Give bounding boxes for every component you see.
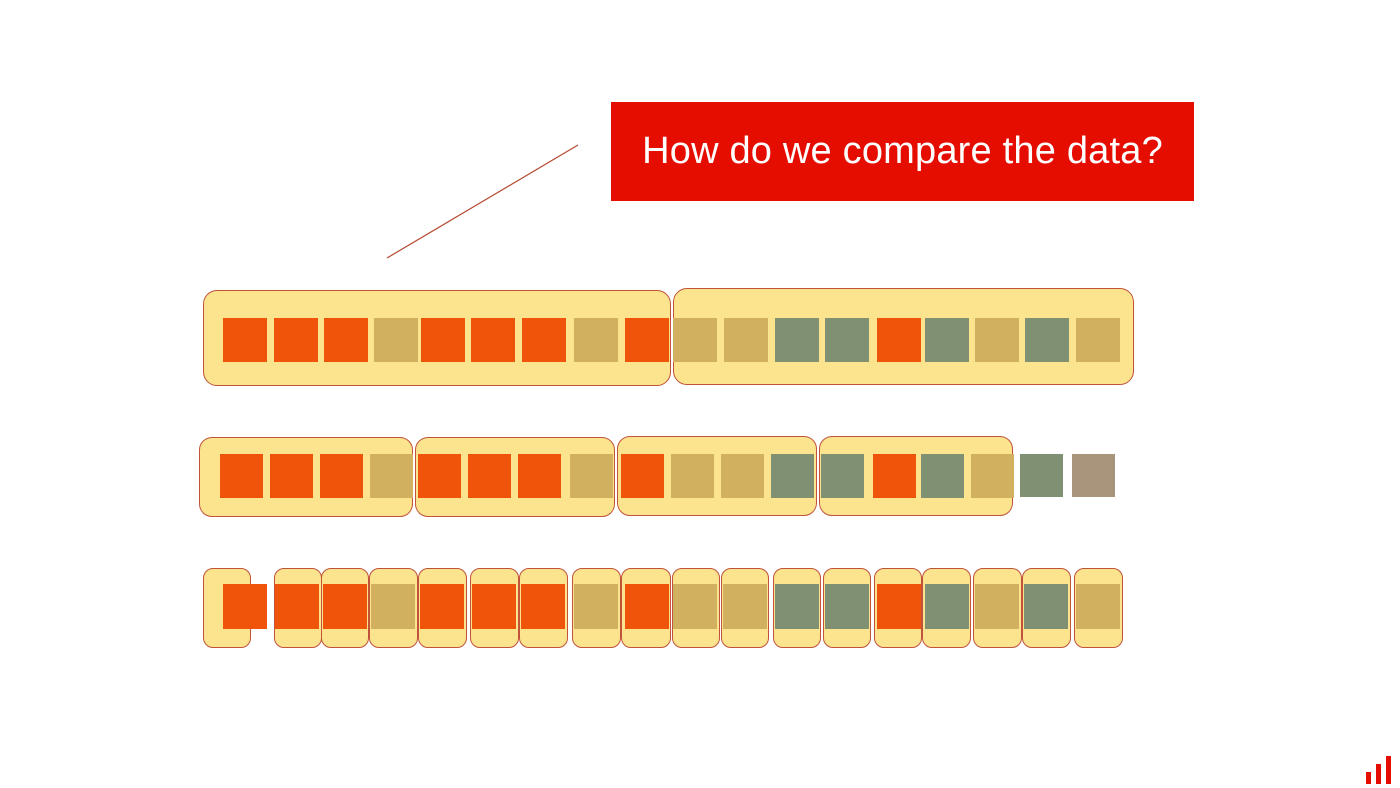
data-cell-orange [270,454,313,498]
data-cell-orange [621,454,664,498]
data-cell-orange [625,584,669,629]
data-cell-green [921,454,964,498]
data-cell-tan [671,454,714,498]
data-cell-tan [673,584,717,629]
data-cell-tan [1076,318,1120,362]
data-cell-green [1024,584,1068,629]
data-cell-tan [1076,584,1120,629]
data-cell-tan [374,318,418,362]
callout-text: How do we compare the data? [642,130,1163,172]
data-cell-orange [418,454,461,498]
data-cell-orange [324,318,368,362]
data-cell-tan [975,318,1019,362]
data-cell-tan [574,318,618,362]
data-cell-orange [223,318,267,362]
data-cell-tan [370,454,413,498]
data-cell-orange [421,318,465,362]
data-cell-green [925,318,969,362]
data-cell-orange [625,318,669,362]
data-cell-green [1020,454,1063,497]
data-cell-grey [1072,454,1115,497]
data-cell-green [821,454,864,498]
data-cell-orange [521,584,565,629]
data-cell-orange [220,454,263,498]
data-cell-green [775,584,819,629]
data-cell-tan [574,584,618,629]
data-cell-orange [420,584,464,629]
data-cell-tan [724,318,768,362]
question-callout: How do we compare the data? [611,102,1194,201]
data-cell-orange [518,454,561,498]
data-cell-orange [274,318,318,362]
data-cell-orange [223,584,267,629]
data-cell-green [775,318,819,362]
data-cell-orange [323,584,367,629]
data-cell-tan [570,454,613,498]
data-cell-green [825,318,869,362]
bar-chart-logo-icon [1366,756,1391,784]
data-cell-tan [371,584,415,629]
data-cell-green [925,584,969,629]
data-cell-orange [468,454,511,498]
data-cell-green [825,584,869,629]
data-cell-orange [522,318,566,362]
data-cell-orange [873,454,916,498]
data-cell-tan [721,454,764,498]
data-cell-orange [472,584,516,629]
data-cell-green [1025,318,1069,362]
data-cell-tan [723,584,767,629]
data-cell-tan [673,318,717,362]
data-cell-orange [275,584,319,629]
data-cell-orange [471,318,515,362]
data-cell-orange [877,584,921,629]
data-cell-orange [320,454,363,498]
data-cell-green [771,454,814,498]
data-cell-tan [971,454,1014,498]
data-cell-tan [975,584,1019,629]
data-cell-orange [877,318,921,362]
